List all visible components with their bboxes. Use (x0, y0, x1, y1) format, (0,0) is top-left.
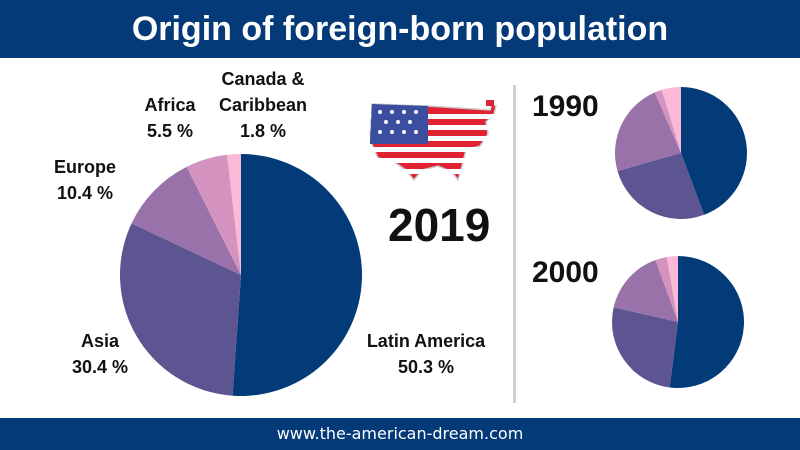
year-1990: 1990 (532, 90, 599, 123)
label-europe: Europe 10.4 % (53, 157, 116, 203)
page-title: Origin of foreign-born population (0, 0, 800, 58)
year-2019: 2019 (388, 199, 491, 251)
pie-slice-2019-latin-america (232, 154, 362, 396)
pie-slice-1990-latin-america (681, 87, 747, 215)
label-canada-caribbean: Canada & Caribbean 1.8 % (218, 69, 308, 141)
pie-slice-2019-canada-caribbean (227, 154, 241, 275)
pie-slice-2019-europe (131, 166, 241, 275)
pie-slice-1990-europe (615, 92, 681, 172)
pie-slice-2000-canada-caribbean (666, 256, 678, 322)
label-latin-america: Latin America 50.3 % (366, 331, 486, 377)
pie-slice-2000-europe (613, 259, 678, 322)
pie-slice-2019-asia (120, 223, 241, 396)
pie-slice-2000-latin-america (669, 256, 745, 388)
pie-slice-1990-africa (654, 89, 681, 153)
pie-slice-2000-asia (612, 307, 678, 388)
pie-slice-2000-africa (655, 256, 678, 322)
label-asia: Asia 30.4 % (71, 331, 129, 377)
year-2000: 2000 (532, 256, 599, 289)
footer-url[interactable]: www.the-american-dream.com (0, 418, 800, 450)
pie-slice-1990-canada-caribbean (661, 87, 681, 153)
pie-slice-2019-africa (186, 154, 241, 275)
pie-slice-1990-asia (617, 153, 705, 219)
divider (513, 85, 516, 403)
label-africa: Africa 5.5 % (144, 95, 196, 141)
